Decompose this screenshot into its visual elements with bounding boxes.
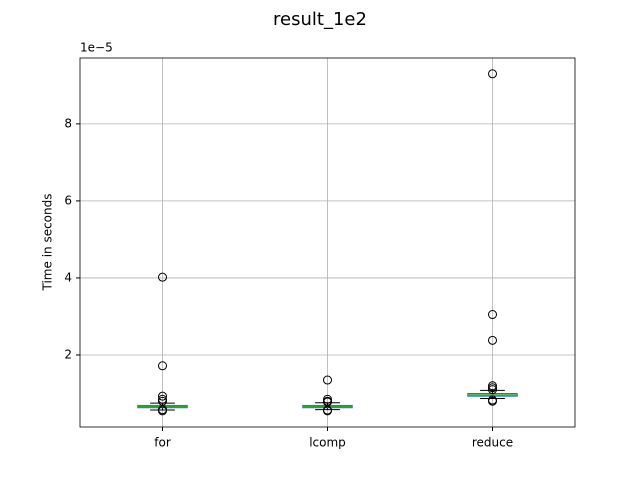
x-tick-label: for (154, 436, 171, 450)
flier (323, 375, 332, 385)
y-tick-label: 6 (64, 193, 72, 207)
flier (488, 385, 497, 395)
flier (158, 391, 167, 401)
chart-title: result_1e2 (273, 9, 367, 30)
plot-frame (79, 57, 576, 428)
flier (158, 406, 167, 416)
x-tick-label: lcomp (309, 436, 346, 450)
y-tick-label: 4 (64, 270, 72, 284)
flier (488, 335, 497, 345)
flier (488, 69, 497, 79)
flier (158, 361, 167, 371)
y-tick-label: 8 (64, 116, 72, 130)
flier (323, 406, 332, 416)
y-offset: 1e−5 (80, 41, 113, 55)
y-axis-label: Time in seconds (41, 194, 55, 292)
x-tick-label: reduce (472, 436, 513, 450)
y-tick-label: 2 (64, 347, 72, 361)
flier (488, 396, 497, 406)
flier (158, 272, 167, 282)
flier (488, 310, 497, 320)
